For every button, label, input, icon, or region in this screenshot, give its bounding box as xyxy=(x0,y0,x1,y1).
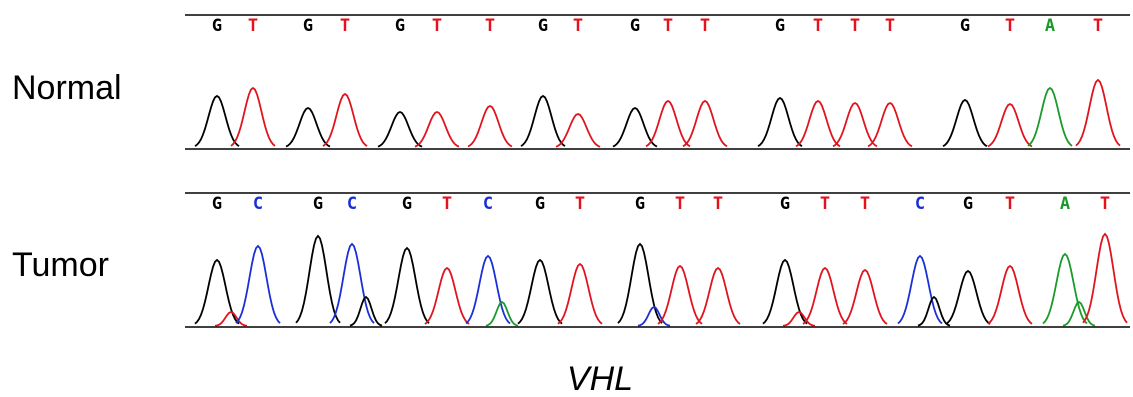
base-call: G xyxy=(313,194,323,214)
trace-peak xyxy=(758,98,802,146)
trace-peak xyxy=(1076,80,1120,146)
base-call: T xyxy=(442,194,452,214)
base-call: T xyxy=(813,16,823,36)
trace-peak xyxy=(521,96,565,146)
trace-peak xyxy=(898,256,942,324)
trace-peak xyxy=(868,103,912,146)
figure: Normal Tumor VHL G T G T G T T G T G T T G T T T G T A T G C G… xyxy=(0,0,1133,397)
trace-peak xyxy=(425,268,469,324)
trace-peak xyxy=(415,112,459,147)
trace-peak xyxy=(385,248,429,323)
row-label: Tumor xyxy=(12,246,109,284)
trace-peak xyxy=(195,96,239,146)
trace-peak xyxy=(943,100,987,146)
trace-peak xyxy=(556,114,600,147)
base-call: G xyxy=(535,194,545,214)
base-call: C xyxy=(483,194,493,214)
trace-peak xyxy=(618,244,662,323)
base-call: T xyxy=(573,16,583,36)
trace-peak xyxy=(558,264,602,324)
trace-peak xyxy=(286,108,330,147)
trace-peak xyxy=(296,236,340,323)
base-call: G xyxy=(212,16,222,36)
base-call: T xyxy=(485,16,495,36)
base-call: G xyxy=(960,16,970,36)
base-call: G xyxy=(538,16,548,36)
base-call: G xyxy=(303,16,313,36)
base-call: T xyxy=(575,194,585,214)
trace-peak xyxy=(988,266,1032,324)
base-call: T xyxy=(700,16,710,36)
base-call: A xyxy=(1045,16,1055,36)
base-call: T xyxy=(432,16,442,36)
trace-peak xyxy=(1043,254,1087,324)
trace-peak xyxy=(195,260,239,324)
base-call: T xyxy=(713,194,723,214)
trace-peak xyxy=(763,260,807,324)
trace-peak xyxy=(466,256,510,324)
trace-peak xyxy=(1028,88,1072,146)
base-call: G xyxy=(963,194,973,214)
base-call: A xyxy=(1060,194,1070,214)
trace-peak xyxy=(468,106,512,147)
trace-peak xyxy=(323,94,367,146)
caption: VHL xyxy=(567,360,633,397)
base-call: T xyxy=(1005,194,1015,214)
trace-peak xyxy=(988,104,1032,147)
base-call: C xyxy=(915,194,925,214)
trace-peak xyxy=(1083,234,1127,323)
base-call: T xyxy=(820,194,830,214)
base-call: G xyxy=(635,194,645,214)
trace-peak xyxy=(236,246,280,323)
base-call: G xyxy=(630,16,640,36)
base-call: T xyxy=(885,16,895,36)
base-call: G xyxy=(402,194,412,214)
trace-peak xyxy=(518,260,562,324)
base-call: T xyxy=(1005,16,1015,36)
trace-peak xyxy=(946,271,990,324)
base-call: T xyxy=(850,16,860,36)
row-label: Normal xyxy=(12,69,122,107)
trace-peak xyxy=(330,244,374,323)
trace-peak xyxy=(843,270,887,324)
base-call: T xyxy=(663,16,673,36)
base-call: T xyxy=(675,194,685,214)
trace-peak xyxy=(231,88,275,146)
trace-peak xyxy=(796,101,840,146)
trace-peak xyxy=(683,101,727,146)
base-call: T xyxy=(1093,16,1103,36)
base-call: T xyxy=(860,194,870,214)
trace-peak xyxy=(833,103,877,146)
base-call: C xyxy=(253,194,263,214)
trace-peak xyxy=(658,266,702,324)
base-call: G xyxy=(780,194,790,214)
trace-noise xyxy=(638,307,670,326)
base-call: G xyxy=(775,16,785,36)
base-call: T xyxy=(248,16,258,36)
base-call: T xyxy=(1100,194,1110,214)
trace-noise xyxy=(918,297,950,326)
base-call: C xyxy=(347,194,357,214)
trace-peak xyxy=(378,112,422,147)
base-call: G xyxy=(212,194,222,214)
trace-peak xyxy=(696,268,740,324)
trace-peak xyxy=(803,268,847,324)
base-call: T xyxy=(340,16,350,36)
base-call: G xyxy=(395,16,405,36)
trace-peak xyxy=(646,101,690,146)
